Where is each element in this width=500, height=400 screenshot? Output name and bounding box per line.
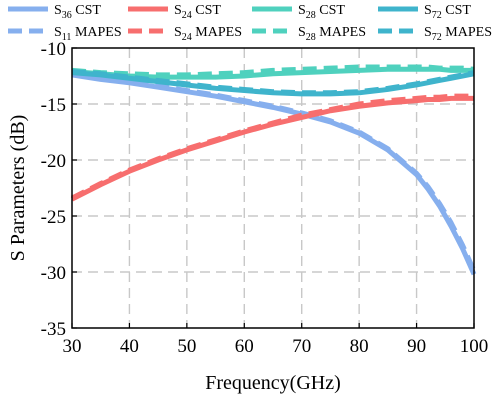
x-tick-label: 100 [460,336,489,357]
x-tick-label: 70 [292,336,311,357]
series-line [71,70,475,97]
y-tick-label: -30 [41,263,66,284]
series-line [71,71,477,272]
series-path [70,93,474,201]
legend-item: S72 MAPES [378,25,492,43]
legend-label: S11 MAPES [54,25,122,43]
series-line [71,72,477,276]
series-path [71,72,477,276]
legend-item: S36 CST [8,3,101,21]
legend-label: S28 CST [298,3,345,21]
legend-label: S72 MAPES [424,25,492,43]
x-axis-label: Frequency(GHz) [205,372,341,394]
x-tick-label: 40 [120,336,139,357]
x-tick-label: 30 [63,336,82,357]
grid [72,48,474,328]
series-path [71,71,477,272]
y-tick-label: -25 [41,207,66,228]
legend-label: S24 CST [174,3,221,21]
x-tick-label: 60 [235,336,254,357]
series-line [70,93,474,201]
series-line [70,95,474,202]
series-group [70,64,477,276]
y-axis-label: S Parameters (dB) [7,115,29,262]
legend-label: S72 CST [424,3,471,21]
legend-item: S11 MAPES [8,25,122,43]
y-tick-label: -20 [41,151,66,172]
y-tick-label: -10 [41,39,66,60]
series-path [71,64,475,78]
x-tick-label: 90 [407,336,426,357]
y-tick-label: -35 [41,319,66,340]
x-tick-label: 80 [350,336,369,357]
legend: S36 CST S11 MAPES S24 CST S24 MAPES S28 CST S… [8,3,492,43]
legend-label: S28 MAPES [298,25,366,43]
x-tick-label: 50 [177,336,196,357]
ticks: 30 40 50 60 70 80 90 100 -35 -30 -25 -20 -15 -10 [41,39,489,357]
legend-label: S24 MAPES [174,25,242,43]
legend-label: S36 CST [54,3,101,21]
legend-item: S28 MAPES [252,25,366,43]
series-line [71,64,475,78]
legend-item: S24 MAPES [128,25,242,43]
legend-item: S24 CST [128,3,221,21]
legend-item: S72 CST [378,3,471,21]
y-tick-label: -15 [41,95,66,116]
series-path [71,70,475,97]
legend-item: S28 CST [252,3,345,21]
plot-frame [71,47,475,329]
series-path [70,95,474,202]
